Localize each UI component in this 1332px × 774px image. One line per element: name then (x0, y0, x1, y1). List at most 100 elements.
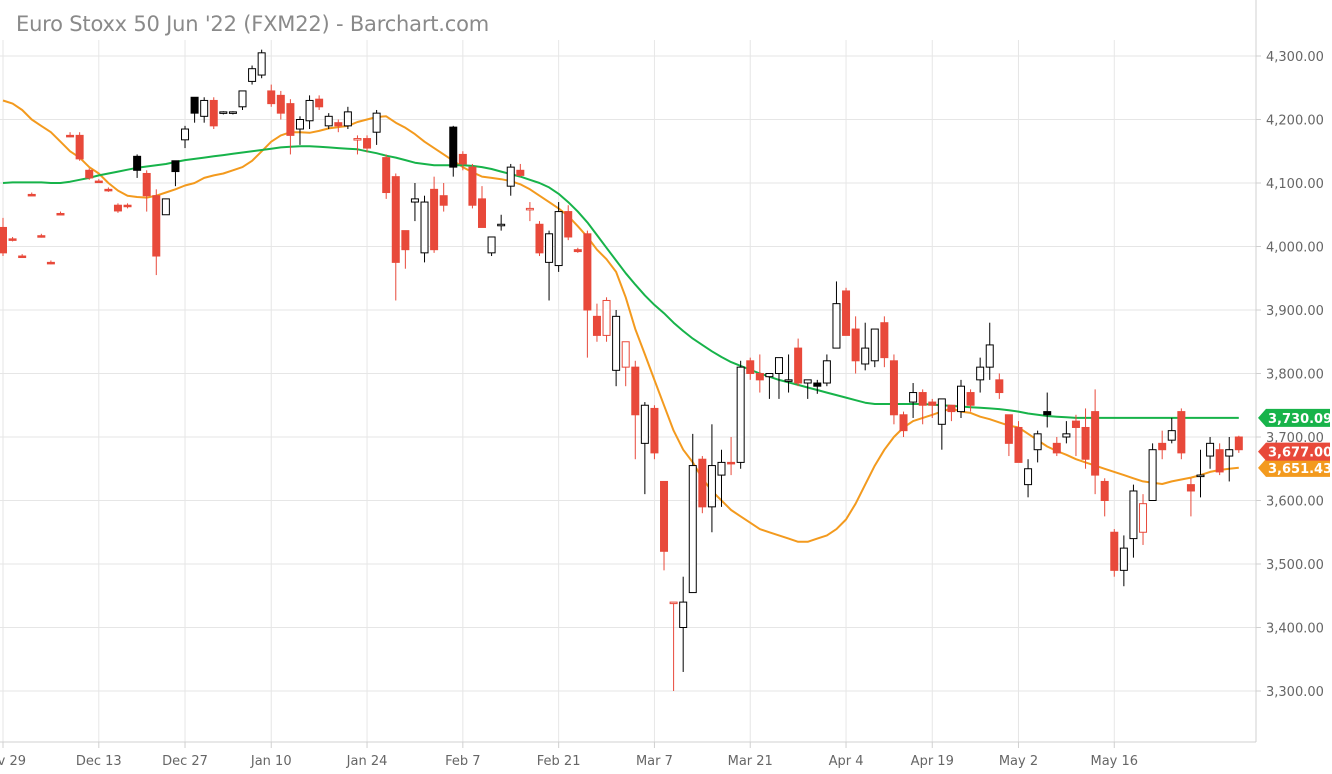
candle-body (851, 328, 860, 362)
candle-body (592, 315, 601, 336)
x-tick-label: Apr 19 (911, 754, 954, 769)
candle (85, 168, 94, 180)
candle-body (1004, 414, 1013, 444)
candle (334, 119, 343, 133)
candle-body (794, 347, 803, 384)
x-tick-label: May 2 (999, 754, 1038, 769)
y-tick-label: 3,500.00 (1266, 558, 1324, 573)
candle-body (286, 103, 295, 136)
y-tick-label: 3,600.00 (1266, 495, 1324, 510)
candle (1139, 494, 1148, 545)
y-tick-label: 4,200.00 (1266, 114, 1324, 129)
candle-body (1167, 430, 1176, 441)
candle (343, 106, 352, 130)
candle (822, 354, 831, 387)
candle (1215, 443, 1224, 476)
candle (1206, 437, 1215, 469)
candle (1148, 443, 1157, 502)
candle (803, 379, 812, 399)
candle-body (880, 322, 889, 359)
candle (391, 173, 400, 301)
candle-body (976, 366, 985, 381)
candle (1158, 430, 1167, 460)
candle-body (669, 601, 678, 605)
candle-body (554, 211, 563, 267)
candle-body (8, 238, 17, 241)
candle-body (161, 198, 170, 216)
candle-body (698, 458, 707, 508)
candle (209, 97, 218, 130)
candle (621, 341, 630, 387)
candle (18, 254, 27, 259)
candle-body (353, 138, 362, 141)
candle-body (420, 201, 429, 254)
candle-body (535, 223, 544, 254)
candle-body (382, 157, 391, 194)
candle-body (928, 401, 937, 406)
candle-body (276, 94, 285, 114)
candle (592, 303, 601, 342)
candle-body (113, 204, 122, 212)
candle (995, 373, 1004, 399)
candle (1062, 421, 1071, 444)
candle (439, 183, 448, 212)
candle (889, 354, 898, 425)
candle-body (1196, 474, 1205, 478)
candle-body (1043, 411, 1052, 416)
y-tick-label: 4,100.00 (1266, 177, 1324, 192)
candle-body (94, 180, 103, 184)
candle (430, 176, 439, 253)
candle (774, 357, 783, 399)
candle (554, 202, 563, 272)
candle-body (334, 122, 343, 127)
candle (947, 404, 956, 422)
candle (516, 163, 525, 177)
candle-body (315, 98, 324, 108)
candle-body (401, 230, 410, 251)
candle-body (1119, 547, 1128, 571)
candle-body (937, 398, 946, 425)
candle-body (1215, 449, 1224, 473)
candle-body (1148, 449, 1157, 502)
candle (315, 95, 324, 110)
candle-body (18, 255, 27, 259)
candle-body (209, 99, 218, 127)
candle (679, 576, 688, 672)
candle (784, 354, 793, 393)
candle (276, 90, 285, 120)
y-tick-label: 4,300.00 (1266, 50, 1324, 65)
candle (228, 111, 237, 115)
candle-body (171, 160, 180, 173)
candle (248, 65, 257, 85)
candle (1234, 435, 1243, 453)
candle (612, 310, 621, 387)
x-tick-label: Dec 13 (76, 754, 122, 769)
candle (94, 179, 103, 184)
candle (631, 360, 640, 460)
candle (525, 202, 534, 222)
candle-body (181, 128, 190, 141)
candle (295, 116, 304, 145)
x-tick-label: Feb 7 (445, 754, 480, 769)
candle (497, 214, 506, 231)
candle (545, 230, 554, 301)
short-ma-badge-label: 3,651.43 (1268, 462, 1332, 477)
x-tick-label: Feb 21 (537, 754, 581, 769)
candle-body (228, 111, 237, 114)
candle (363, 135, 372, 153)
candle-body (267, 90, 276, 105)
candle-body (957, 385, 965, 413)
candle-body (602, 299, 611, 336)
candle (1129, 484, 1138, 558)
candle (985, 322, 994, 380)
candle (1119, 535, 1128, 587)
candle-body (219, 111, 228, 114)
x-tick-label: Mar 21 (728, 754, 773, 769)
candle (1004, 414, 1013, 457)
candle (851, 316, 860, 374)
candle (669, 601, 678, 691)
candle-body (238, 90, 247, 108)
candle (976, 357, 985, 393)
